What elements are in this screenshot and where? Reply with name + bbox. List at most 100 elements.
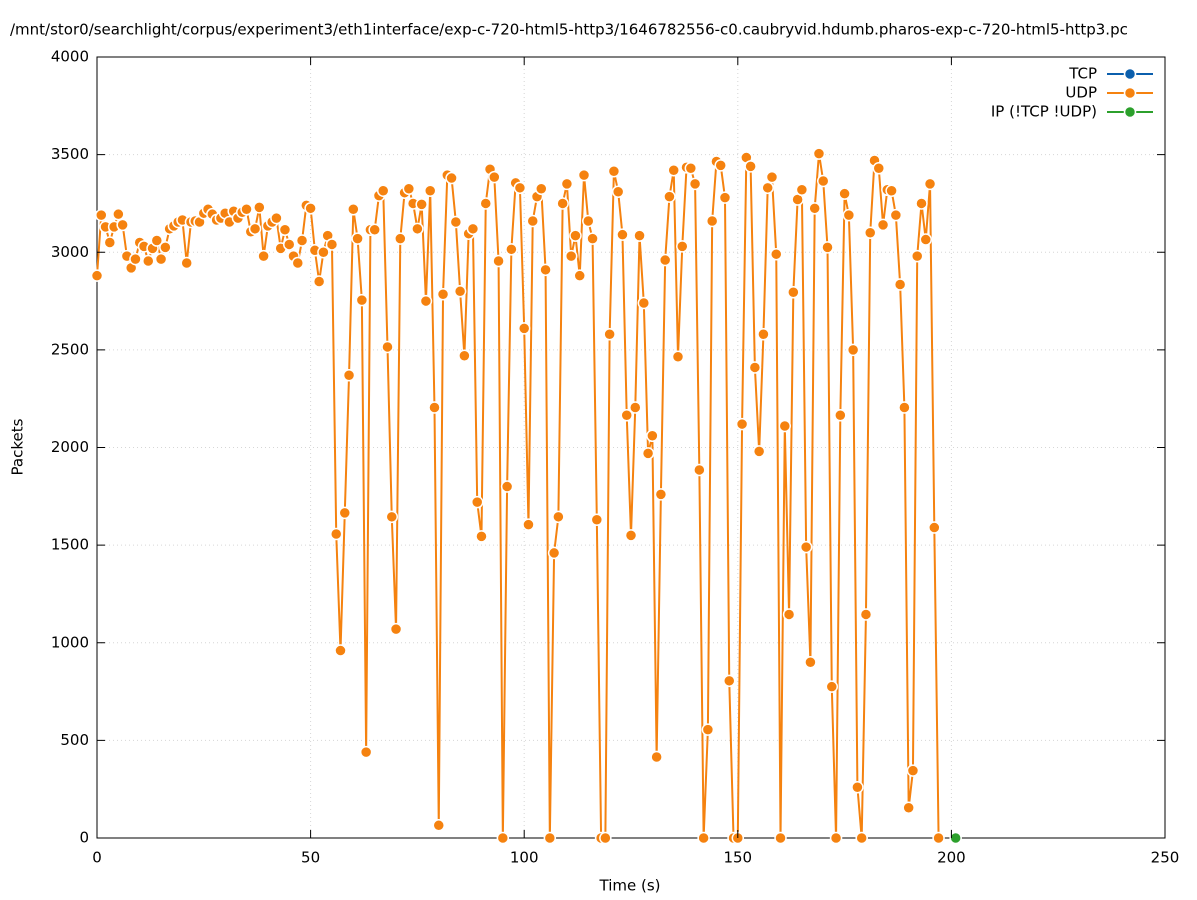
data-point (611, 185, 625, 198)
data-point (539, 263, 552, 277)
y-tick-label: 3000 (51, 243, 89, 261)
data-point (338, 506, 352, 520)
data-point (893, 278, 907, 291)
chart-title: /mnt/stor0/searchlight/corpus/experiment… (10, 21, 1128, 39)
data-point (402, 182, 416, 196)
legend-label: TCP (1068, 65, 1097, 83)
data-point (876, 218, 890, 232)
data-point (693, 463, 706, 477)
data-point (757, 328, 770, 341)
data-point (257, 249, 270, 263)
data-point (646, 429, 659, 443)
data-point (590, 513, 604, 526)
data-point (919, 233, 933, 246)
data-point (808, 202, 821, 215)
data-point (142, 254, 155, 268)
y-tick-label: 4000 (51, 48, 89, 66)
data-point (436, 287, 450, 301)
data-point (103, 236, 117, 249)
legend-marker (1123, 67, 1137, 81)
data-point (278, 223, 292, 237)
x-tick-label: 150 (723, 849, 752, 867)
x-tick-label: 200 (937, 849, 966, 867)
data-point (620, 409, 633, 422)
data-point (624, 529, 638, 542)
x-tick-label: 250 (1151, 849, 1180, 867)
data-point (449, 215, 463, 229)
data-point (129, 252, 142, 266)
data-point (603, 328, 616, 341)
data-point (744, 160, 757, 173)
data-point (419, 294, 433, 308)
data-point (475, 530, 488, 543)
data-point (586, 232, 599, 245)
data-point (376, 184, 390, 197)
y-tick-label: 3500 (51, 145, 89, 163)
data-point (564, 249, 578, 263)
data-point (569, 229, 582, 242)
data-point (342, 369, 356, 382)
data-point (573, 269, 586, 282)
x-tick-label: 0 (92, 849, 102, 867)
data-point (718, 191, 732, 204)
data-point (582, 214, 595, 228)
data-point (838, 187, 851, 200)
data-point (641, 447, 655, 460)
legend-marker (1123, 86, 1137, 100)
data-point (547, 546, 561, 560)
data-point (915, 197, 928, 210)
data-point (834, 409, 847, 422)
data-point (821, 241, 834, 254)
data-point (180, 256, 193, 270)
data-point (116, 218, 129, 232)
y-tick-label: 1000 (51, 633, 89, 651)
data-point (714, 159, 727, 172)
data-point (535, 182, 548, 196)
data-point (676, 240, 689, 253)
data-point (769, 247, 783, 261)
data-point (496, 831, 510, 845)
data-point (445, 171, 458, 185)
data-point (428, 401, 441, 414)
data-point (488, 170, 501, 184)
data-point (453, 285, 467, 298)
data-point (479, 197, 493, 210)
data-point (240, 203, 253, 216)
data-point (898, 401, 911, 414)
data-point (684, 162, 698, 175)
y-tick-label: 0 (79, 829, 89, 847)
data-point (389, 622, 403, 636)
data-point (248, 222, 262, 236)
data-point (723, 674, 736, 688)
data-point (458, 349, 471, 362)
data-point (347, 203, 360, 216)
data-point (543, 831, 557, 845)
data-point (846, 343, 860, 357)
data-point (359, 745, 373, 759)
data-point (748, 361, 762, 374)
data-point (150, 234, 164, 247)
data-point (95, 208, 108, 222)
data-point (432, 819, 446, 832)
data-point (505, 243, 518, 256)
data-point (415, 198, 428, 211)
data-point (368, 223, 381, 237)
x-axis-label: Time (s) (599, 877, 661, 895)
data-point (701, 723, 715, 736)
data-point (381, 340, 394, 354)
data-point (804, 656, 817, 669)
legend-label: UDP (1065, 84, 1097, 102)
data-point (317, 246, 330, 259)
data-point (799, 540, 813, 554)
data-point (825, 680, 839, 693)
data-point (304, 202, 317, 215)
data-point (470, 495, 484, 509)
data-point (295, 234, 309, 247)
legend-label: IP (!TCP !UDP) (991, 103, 1097, 121)
data-point (932, 831, 945, 845)
data-point (910, 249, 924, 263)
data-point (761, 181, 774, 195)
data-point (650, 750, 663, 764)
data-point (552, 510, 565, 524)
data-point (159, 241, 172, 254)
